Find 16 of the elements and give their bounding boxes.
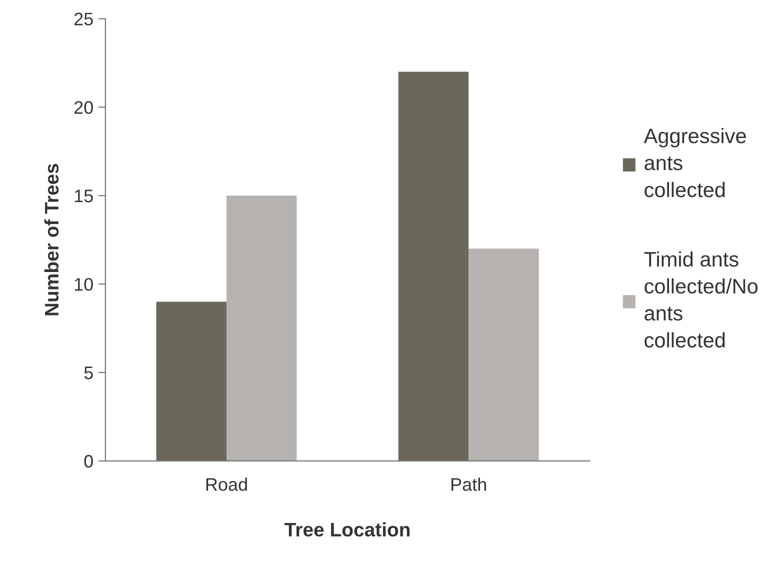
y-tick-label: 25: [74, 12, 93, 26]
x-tick-label: Path: [452, 478, 486, 491]
y-axis-title: Number of Trees: [44, 164, 59, 316]
bar: [226, 196, 297, 461]
y-tick-label: 0: [84, 454, 93, 468]
y-tick-label: 20: [74, 101, 93, 114]
bar: [468, 248, 539, 461]
y-tick-label: 5: [84, 366, 93, 380]
x-axis-title: Tree Location: [284, 522, 410, 537]
y-tick-label: 10: [74, 278, 93, 291]
bar: [398, 72, 469, 461]
legend-label: Aggressive ants collected: [644, 128, 746, 198]
bar: [156, 302, 226, 461]
y-tick-label: 15: [74, 190, 93, 202]
x-tick-label: Road: [206, 478, 247, 491]
legend-label: Timid ants collected/No ants collected: [644, 251, 758, 348]
